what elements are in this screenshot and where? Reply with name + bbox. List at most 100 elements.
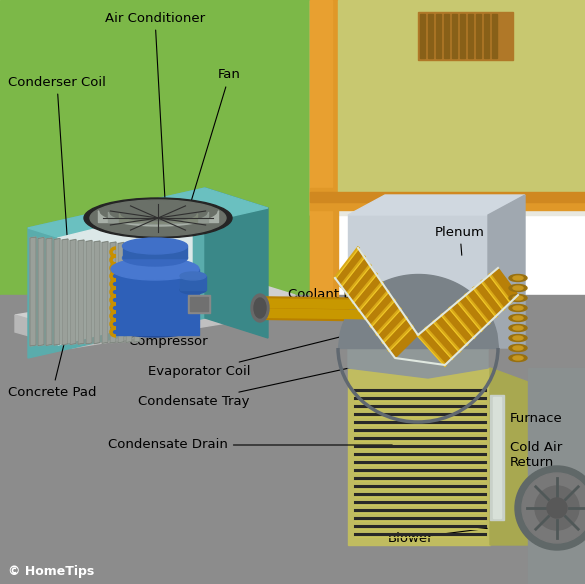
- Ellipse shape: [509, 284, 527, 291]
- Ellipse shape: [513, 326, 523, 330]
- Polygon shape: [348, 215, 488, 348]
- Bar: [0, 295, 585, 584]
- Bar: [490, 395, 504, 520]
- Text: Conderser Coil: Conderser Coil: [8, 75, 106, 247]
- Polygon shape: [348, 348, 488, 378]
- Polygon shape: [348, 368, 490, 545]
- Ellipse shape: [513, 346, 523, 350]
- Text: Furnace: Furnace: [503, 412, 563, 425]
- Polygon shape: [38, 238, 44, 346]
- Ellipse shape: [509, 315, 527, 322]
- Bar: [484, 14, 489, 58]
- Ellipse shape: [180, 286, 206, 294]
- Ellipse shape: [509, 325, 527, 332]
- Circle shape: [515, 466, 585, 550]
- Ellipse shape: [509, 274, 527, 281]
- Bar: [428, 14, 433, 58]
- Circle shape: [547, 498, 567, 518]
- Bar: [310, 0, 585, 215]
- Bar: [0, 0, 310, 310]
- Ellipse shape: [111, 315, 199, 337]
- Ellipse shape: [122, 238, 188, 254]
- Bar: [338, 0, 585, 192]
- Bar: [492, 14, 497, 58]
- Bar: [190, 297, 208, 311]
- Text: Blower: Blower: [388, 529, 487, 544]
- Ellipse shape: [509, 335, 527, 342]
- Polygon shape: [28, 188, 205, 358]
- Polygon shape: [28, 188, 268, 248]
- Ellipse shape: [513, 356, 523, 360]
- Polygon shape: [118, 242, 124, 343]
- Text: Compressor: Compressor: [128, 303, 208, 349]
- Text: Concrete Pad: Concrete Pad: [8, 331, 97, 398]
- Bar: [310, 188, 585, 210]
- Polygon shape: [70, 239, 76, 345]
- Bar: [123, 246, 187, 258]
- Bar: [310, 0, 338, 310]
- Bar: [452, 14, 457, 58]
- Ellipse shape: [251, 294, 269, 322]
- Polygon shape: [348, 195, 525, 215]
- Ellipse shape: [513, 296, 523, 300]
- Bar: [111, 269, 199, 335]
- Text: Evaporator Coil: Evaporator Coil: [148, 326, 386, 378]
- Ellipse shape: [122, 250, 188, 266]
- Bar: [460, 14, 465, 58]
- Ellipse shape: [90, 200, 226, 236]
- Polygon shape: [54, 238, 60, 345]
- Polygon shape: [15, 315, 72, 348]
- Text: Air Conditioner: Air Conditioner: [105, 12, 205, 197]
- Bar: [310, 0, 332, 310]
- Polygon shape: [46, 238, 52, 345]
- Text: Coolant Lines: Coolant Lines: [288, 288, 378, 310]
- Polygon shape: [335, 248, 418, 358]
- Polygon shape: [110, 242, 116, 343]
- Polygon shape: [78, 240, 84, 344]
- Ellipse shape: [84, 198, 232, 238]
- Ellipse shape: [180, 272, 206, 280]
- Polygon shape: [126, 243, 132, 342]
- Bar: [418, 12, 513, 60]
- Polygon shape: [205, 188, 268, 338]
- Bar: [188, 295, 210, 313]
- Polygon shape: [490, 368, 528, 545]
- Ellipse shape: [513, 286, 523, 290]
- Ellipse shape: [513, 276, 523, 280]
- Polygon shape: [30, 237, 36, 346]
- Ellipse shape: [509, 345, 527, 352]
- Text: Fan: Fan: [191, 68, 241, 202]
- Ellipse shape: [513, 306, 523, 310]
- Ellipse shape: [509, 354, 527, 361]
- Text: Plenum: Plenum: [435, 225, 485, 255]
- Bar: [436, 14, 441, 58]
- Polygon shape: [488, 195, 525, 348]
- Bar: [476, 14, 481, 58]
- Circle shape: [522, 473, 585, 543]
- Bar: [528, 368, 585, 584]
- Text: © HomeTips: © HomeTips: [8, 565, 94, 579]
- Polygon shape: [62, 239, 68, 345]
- Polygon shape: [15, 278, 295, 332]
- Ellipse shape: [513, 316, 523, 320]
- Bar: [420, 14, 425, 58]
- Ellipse shape: [513, 336, 523, 340]
- Circle shape: [535, 486, 579, 530]
- Bar: [180, 276, 206, 290]
- Polygon shape: [418, 268, 518, 365]
- Bar: [493, 397, 501, 518]
- Polygon shape: [134, 244, 140, 342]
- Polygon shape: [72, 295, 295, 348]
- Ellipse shape: [111, 258, 199, 280]
- Text: Condensate Tray: Condensate Tray: [138, 359, 393, 408]
- Text: Cold Air
Return: Cold Air Return: [503, 441, 562, 469]
- Bar: [444, 14, 449, 58]
- Polygon shape: [86, 241, 92, 344]
- Text: Condensate Drain: Condensate Drain: [108, 439, 392, 451]
- Polygon shape: [58, 205, 192, 345]
- Bar: [310, 192, 585, 202]
- Polygon shape: [94, 241, 100, 343]
- Polygon shape: [102, 242, 108, 343]
- Ellipse shape: [509, 294, 527, 301]
- Ellipse shape: [254, 298, 266, 318]
